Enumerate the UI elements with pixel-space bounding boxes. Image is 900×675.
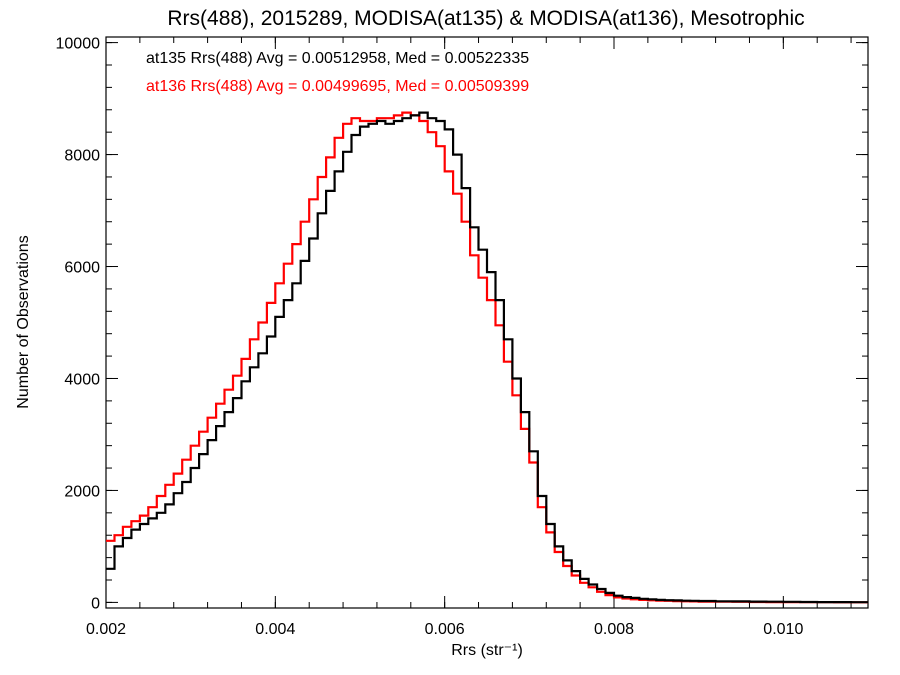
x-tick-label: 0.010 xyxy=(763,621,803,638)
x-tick-label: 0.002 xyxy=(86,621,126,638)
series-line-at136 xyxy=(106,111,868,604)
x-axis: 0.002 0.004 0.006 0.008 0.010 xyxy=(86,37,852,638)
y-tick-label: 8000 xyxy=(64,148,100,165)
y-tick-label: 2000 xyxy=(64,483,100,500)
y-tick-label: 6000 xyxy=(64,260,100,277)
y-axis-label: Number of Observations xyxy=(15,235,32,408)
x-tick-label: 0.004 xyxy=(255,621,295,638)
series-layer xyxy=(106,111,868,604)
chart-title: Rrs(488), 2015289, MODISA(at135) & MODIS… xyxy=(167,7,804,30)
x-axis-label: Rrs (str⁻¹) xyxy=(451,642,523,659)
x-tick-label: 0.006 xyxy=(425,621,465,638)
plot-frame xyxy=(105,36,869,609)
y-tick-label: 4000 xyxy=(64,371,100,388)
y-tick-label: 0 xyxy=(91,595,100,612)
legend-series-at135: at135 Rrs(488) Avg = 0.00512958, Med = 0… xyxy=(146,50,529,67)
y-axis: 0 2000 4000 6000 8000 10000 xyxy=(56,36,868,612)
y-tick-label: 10000 xyxy=(56,36,101,53)
x-tick-label: 0.008 xyxy=(594,621,634,638)
legend-series-at136: at136 Rrs(488) Avg = 0.00499695, Med = 0… xyxy=(146,78,529,95)
series-line-at135 xyxy=(106,111,868,604)
